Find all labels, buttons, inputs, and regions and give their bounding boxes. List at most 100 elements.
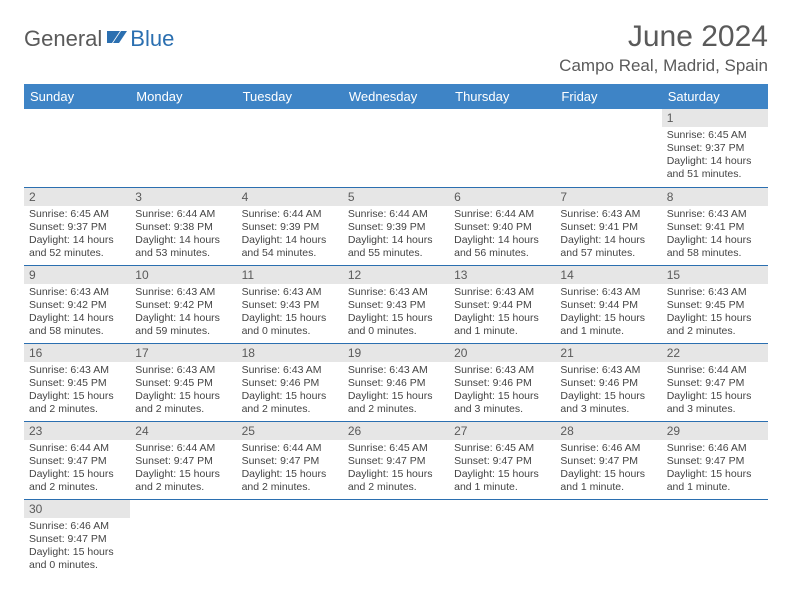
day-number: 12	[343, 266, 449, 284]
calendar-row: 30Sunrise: 6:46 AMSunset: 9:47 PMDayligh…	[24, 499, 768, 577]
daylight-text: Daylight: 15 hours and 0 minutes.	[348, 312, 444, 338]
calendar-cell	[449, 109, 555, 187]
day-number: 16	[24, 344, 130, 362]
sunrise-text: Sunrise: 6:44 AM	[348, 208, 444, 221]
daylight-text: Daylight: 15 hours and 1 minute.	[667, 468, 763, 494]
sunset-text: Sunset: 9:47 PM	[348, 455, 444, 468]
day-details: Sunrise: 6:46 AMSunset: 9:47 PMDaylight:…	[662, 440, 768, 499]
daylight-text: Daylight: 15 hours and 1 minute.	[454, 312, 550, 338]
sunset-text: Sunset: 9:45 PM	[667, 299, 763, 312]
calendar-cell: 23Sunrise: 6:44 AMSunset: 9:47 PMDayligh…	[24, 421, 130, 499]
sunset-text: Sunset: 9:44 PM	[454, 299, 550, 312]
day-number: 10	[130, 266, 236, 284]
day-details: Sunrise: 6:43 AMSunset: 9:46 PMDaylight:…	[555, 362, 661, 421]
calendar-cell: 14Sunrise: 6:43 AMSunset: 9:44 PMDayligh…	[555, 265, 661, 343]
weekday-header: Tuesday	[237, 84, 343, 109]
calendar-cell	[555, 499, 661, 577]
calendar-cell	[130, 499, 236, 577]
calendar-cell: 18Sunrise: 6:43 AMSunset: 9:46 PMDayligh…	[237, 343, 343, 421]
calendar-cell: 7Sunrise: 6:43 AMSunset: 9:41 PMDaylight…	[555, 187, 661, 265]
daylight-text: Daylight: 15 hours and 2 minutes.	[29, 390, 125, 416]
calendar-cell: 16Sunrise: 6:43 AMSunset: 9:45 PMDayligh…	[24, 343, 130, 421]
daylight-text: Daylight: 15 hours and 1 minute.	[560, 312, 656, 338]
day-details: Sunrise: 6:43 AMSunset: 9:45 PMDaylight:…	[662, 284, 768, 343]
weekday-header-row: Sunday Monday Tuesday Wednesday Thursday…	[24, 84, 768, 109]
sunrise-text: Sunrise: 6:43 AM	[560, 364, 656, 377]
calendar-cell: 22Sunrise: 6:44 AMSunset: 9:47 PMDayligh…	[662, 343, 768, 421]
day-number: 7	[555, 188, 661, 206]
day-number: 17	[130, 344, 236, 362]
daylight-text: Daylight: 15 hours and 2 minutes.	[667, 312, 763, 338]
month-title: June 2024	[559, 20, 768, 54]
sunset-text: Sunset: 9:45 PM	[29, 377, 125, 390]
day-number: 11	[237, 266, 343, 284]
day-details: Sunrise: 6:44 AMSunset: 9:47 PMDaylight:…	[237, 440, 343, 499]
daylight-text: Daylight: 15 hours and 1 minute.	[560, 468, 656, 494]
day-details: Sunrise: 6:45 AMSunset: 9:37 PMDaylight:…	[24, 206, 130, 265]
sunrise-text: Sunrise: 6:44 AM	[454, 208, 550, 221]
daylight-text: Daylight: 15 hours and 1 minute.	[454, 468, 550, 494]
sunrise-text: Sunrise: 6:43 AM	[454, 286, 550, 299]
weekday-header: Thursday	[449, 84, 555, 109]
calendar-cell	[237, 499, 343, 577]
sunrise-text: Sunrise: 6:43 AM	[348, 364, 444, 377]
sunrise-text: Sunrise: 6:43 AM	[135, 364, 231, 377]
flag-icon	[106, 28, 128, 51]
day-details: Sunrise: 6:43 AMSunset: 9:44 PMDaylight:…	[449, 284, 555, 343]
day-number: 3	[130, 188, 236, 206]
sunrise-text: Sunrise: 6:43 AM	[560, 286, 656, 299]
sunset-text: Sunset: 9:46 PM	[348, 377, 444, 390]
day-details: Sunrise: 6:46 AMSunset: 9:47 PMDaylight:…	[24, 518, 130, 577]
daylight-text: Daylight: 14 hours and 53 minutes.	[135, 234, 231, 260]
sunset-text: Sunset: 9:43 PM	[348, 299, 444, 312]
sunset-text: Sunset: 9:45 PM	[135, 377, 231, 390]
daylight-text: Daylight: 14 hours and 55 minutes.	[348, 234, 444, 260]
sunset-text: Sunset: 9:46 PM	[242, 377, 338, 390]
day-number: 9	[24, 266, 130, 284]
day-number: 5	[343, 188, 449, 206]
calendar-cell: 25Sunrise: 6:44 AMSunset: 9:47 PMDayligh…	[237, 421, 343, 499]
day-details: Sunrise: 6:43 AMSunset: 9:46 PMDaylight:…	[237, 362, 343, 421]
daylight-text: Daylight: 14 hours and 57 minutes.	[560, 234, 656, 260]
calendar-cell: 3Sunrise: 6:44 AMSunset: 9:38 PMDaylight…	[130, 187, 236, 265]
sunrise-text: Sunrise: 6:43 AM	[29, 286, 125, 299]
sunrise-text: Sunrise: 6:43 AM	[667, 208, 763, 221]
sunrise-text: Sunrise: 6:44 AM	[135, 442, 231, 455]
sunrise-text: Sunrise: 6:46 AM	[29, 520, 125, 533]
title-block: June 2024 Campo Real, Madrid, Spain	[559, 20, 768, 76]
daylight-text: Daylight: 14 hours and 56 minutes.	[454, 234, 550, 260]
calendar-cell: 24Sunrise: 6:44 AMSunset: 9:47 PMDayligh…	[130, 421, 236, 499]
daylight-text: Daylight: 14 hours and 51 minutes.	[667, 155, 763, 181]
day-number: 26	[343, 422, 449, 440]
day-number: 30	[24, 500, 130, 518]
sunrise-text: Sunrise: 6:45 AM	[348, 442, 444, 455]
daylight-text: Daylight: 15 hours and 2 minutes.	[242, 468, 338, 494]
header: General Blue June 2024 Campo Real, Madri…	[24, 20, 768, 76]
logo-text-general: General	[24, 26, 102, 52]
day-number: 2	[24, 188, 130, 206]
day-details: Sunrise: 6:43 AMSunset: 9:44 PMDaylight:…	[555, 284, 661, 343]
sunrise-text: Sunrise: 6:44 AM	[667, 364, 763, 377]
day-details: Sunrise: 6:44 AMSunset: 9:40 PMDaylight:…	[449, 206, 555, 265]
location: Campo Real, Madrid, Spain	[559, 56, 768, 76]
calendar-cell: 15Sunrise: 6:43 AMSunset: 9:45 PMDayligh…	[662, 265, 768, 343]
sunset-text: Sunset: 9:38 PM	[135, 221, 231, 234]
sunrise-text: Sunrise: 6:43 AM	[454, 364, 550, 377]
day-number: 14	[555, 266, 661, 284]
day-details: Sunrise: 6:43 AMSunset: 9:42 PMDaylight:…	[130, 284, 236, 343]
sunset-text: Sunset: 9:47 PM	[667, 455, 763, 468]
sunrise-text: Sunrise: 6:43 AM	[560, 208, 656, 221]
weekday-header: Sunday	[24, 84, 130, 109]
sunrise-text: Sunrise: 6:43 AM	[242, 286, 338, 299]
sunset-text: Sunset: 9:47 PM	[560, 455, 656, 468]
day-number: 6	[449, 188, 555, 206]
sunrise-text: Sunrise: 6:45 AM	[29, 208, 125, 221]
calendar-row: 2Sunrise: 6:45 AMSunset: 9:37 PMDaylight…	[24, 187, 768, 265]
day-number: 25	[237, 422, 343, 440]
weekday-header: Friday	[555, 84, 661, 109]
calendar-cell: 9Sunrise: 6:43 AMSunset: 9:42 PMDaylight…	[24, 265, 130, 343]
sunset-text: Sunset: 9:39 PM	[348, 221, 444, 234]
day-number: 13	[449, 266, 555, 284]
day-details: Sunrise: 6:46 AMSunset: 9:47 PMDaylight:…	[555, 440, 661, 499]
sunrise-text: Sunrise: 6:44 AM	[29, 442, 125, 455]
